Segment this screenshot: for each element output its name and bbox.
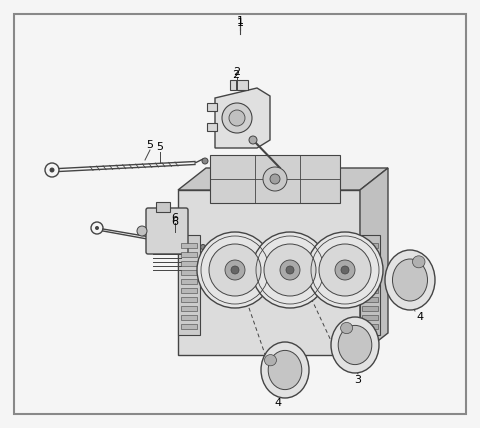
Ellipse shape: [412, 256, 425, 268]
Bar: [181, 288, 197, 293]
Polygon shape: [360, 168, 388, 355]
Polygon shape: [178, 168, 388, 190]
Circle shape: [270, 174, 280, 184]
Circle shape: [95, 226, 99, 230]
Text: 2: 2: [232, 70, 240, 80]
Bar: [362, 261, 378, 266]
Circle shape: [264, 244, 316, 296]
Text: 1: 1: [237, 16, 243, 26]
Circle shape: [307, 232, 383, 308]
Bar: [210, 155, 340, 203]
Bar: [181, 297, 197, 302]
Bar: [362, 306, 378, 311]
Bar: [181, 243, 197, 248]
Circle shape: [49, 167, 55, 172]
Circle shape: [202, 158, 208, 164]
Circle shape: [209, 244, 261, 296]
Ellipse shape: [268, 351, 302, 389]
Circle shape: [263, 167, 287, 191]
Text: 5: 5: [146, 140, 154, 150]
Bar: [362, 270, 378, 275]
Bar: [181, 252, 197, 257]
Ellipse shape: [338, 325, 372, 365]
Bar: [362, 297, 378, 302]
Bar: [181, 324, 197, 329]
Bar: [181, 261, 197, 266]
Bar: [360, 235, 380, 335]
Text: 2: 2: [233, 67, 240, 77]
Circle shape: [286, 266, 294, 274]
Bar: [207, 123, 217, 131]
Bar: [181, 315, 197, 320]
Circle shape: [341, 266, 349, 274]
Polygon shape: [215, 88, 270, 148]
Circle shape: [229, 110, 245, 126]
Bar: [181, 306, 197, 311]
Circle shape: [231, 266, 239, 274]
Text: 6: 6: [171, 217, 179, 227]
Text: 4: 4: [417, 312, 423, 322]
Bar: [181, 270, 197, 275]
Circle shape: [280, 260, 300, 280]
Text: 6: 6: [171, 213, 179, 223]
Ellipse shape: [385, 250, 435, 310]
Circle shape: [225, 260, 245, 280]
Circle shape: [201, 244, 205, 250]
Bar: [362, 288, 378, 293]
Bar: [230, 80, 248, 90]
Circle shape: [197, 232, 273, 308]
Text: 1: 1: [237, 18, 243, 28]
Bar: [156, 202, 170, 212]
Ellipse shape: [264, 355, 276, 366]
Circle shape: [335, 260, 355, 280]
FancyBboxPatch shape: [146, 208, 188, 254]
Bar: [362, 243, 378, 248]
Bar: [181, 279, 197, 284]
Bar: [362, 279, 378, 284]
Text: 5: 5: [156, 142, 164, 152]
Bar: [362, 324, 378, 329]
Ellipse shape: [393, 259, 428, 301]
Circle shape: [137, 226, 147, 236]
Ellipse shape: [261, 342, 309, 398]
Circle shape: [319, 244, 371, 296]
Circle shape: [252, 232, 328, 308]
Ellipse shape: [341, 322, 353, 333]
Circle shape: [249, 136, 257, 144]
Bar: [362, 315, 378, 320]
Bar: [207, 103, 217, 111]
Bar: [178, 235, 200, 335]
Ellipse shape: [331, 317, 379, 373]
Bar: [362, 252, 378, 257]
Polygon shape: [178, 190, 360, 355]
Text: 4: 4: [275, 398, 282, 408]
Circle shape: [222, 103, 252, 133]
Text: 3: 3: [355, 375, 361, 385]
